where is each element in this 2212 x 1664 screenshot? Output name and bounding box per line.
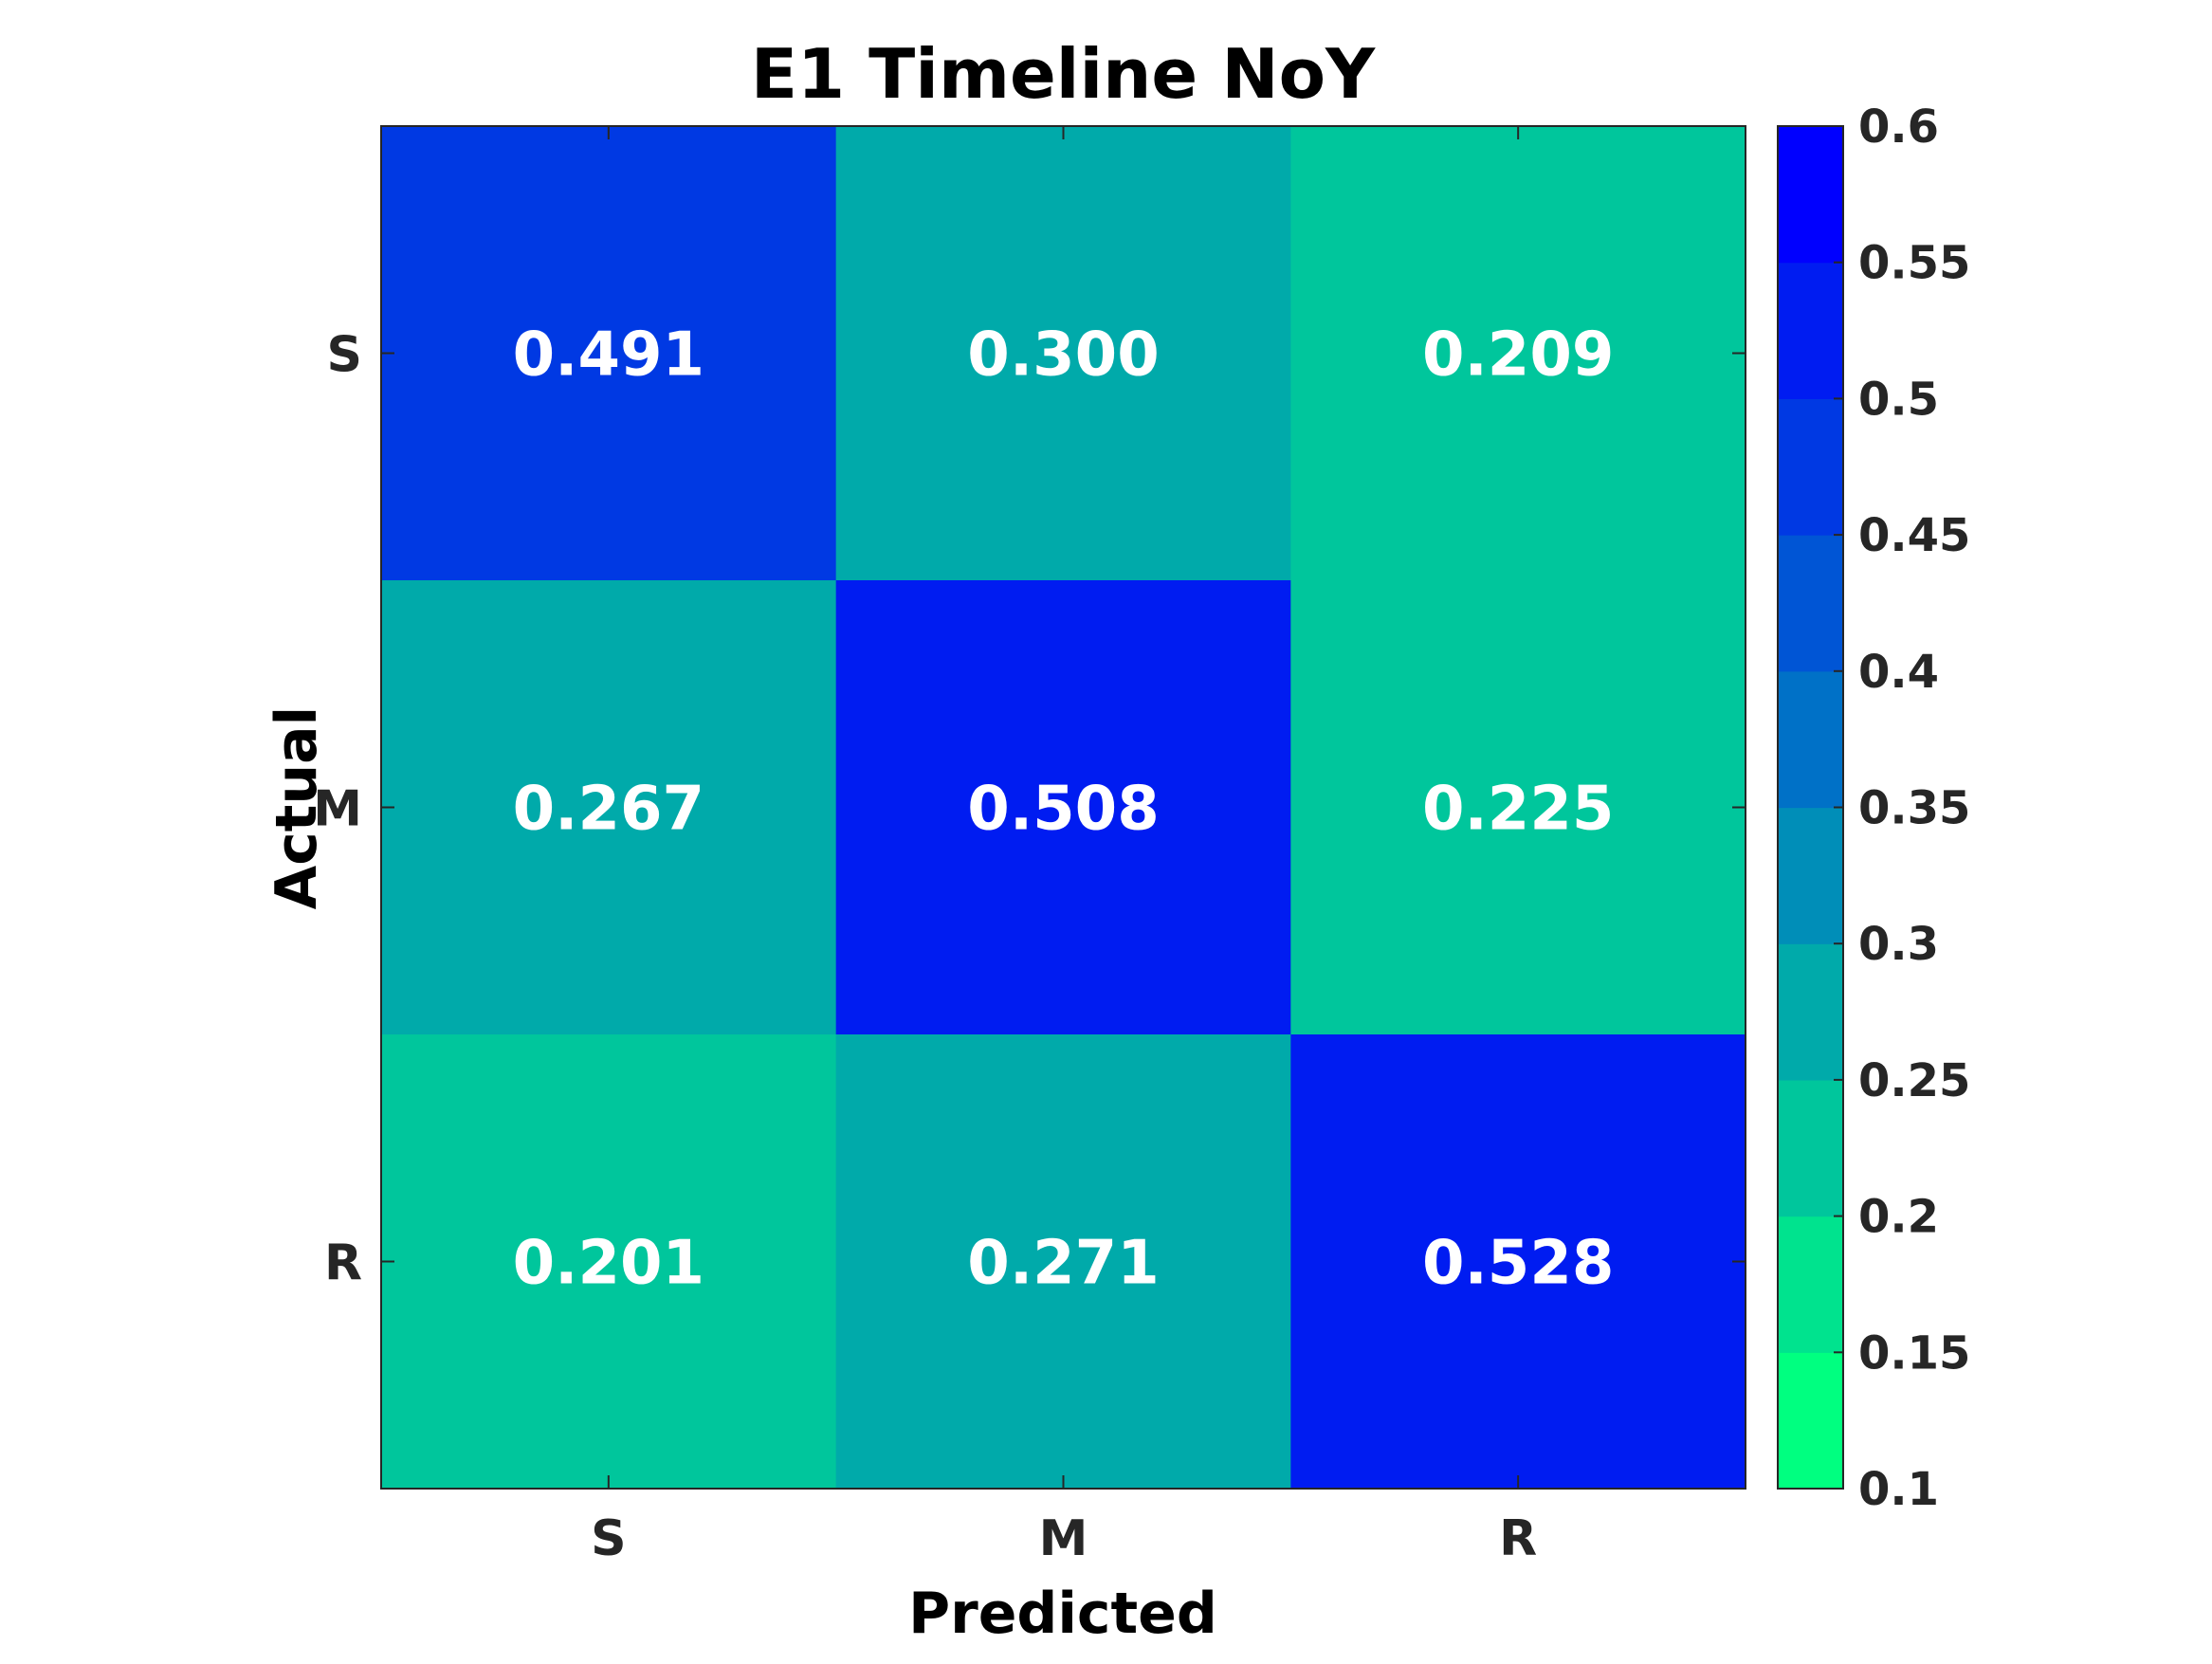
- colorbar-tick-label: 0.3: [1858, 918, 1939, 971]
- colorbar-tick-label: 0.1: [1858, 1463, 1939, 1516]
- cell-value-label: 0.209: [1422, 320, 1614, 391]
- colorbar-segment: [1778, 807, 1843, 944]
- y-tick-label: M: [313, 781, 362, 838]
- colorbar-segment: [1778, 1352, 1843, 1490]
- cell-value-label: 0.491: [513, 320, 704, 391]
- cell-S-R: [1290, 126, 1746, 581]
- colorbar-segment: [1778, 943, 1843, 1081]
- colorbar-tick-label: 0.25: [1858, 1054, 1970, 1107]
- cell-value-label: 0.508: [967, 775, 1159, 845]
- colorbar-tick-label: 0.35: [1858, 782, 1970, 835]
- x-tick-label: M: [1039, 1510, 1088, 1567]
- y-axis-label: Actual: [264, 706, 330, 909]
- colorbar-segment: [1778, 262, 1843, 399]
- colorbar-tick-label: 0.2: [1858, 1191, 1939, 1244]
- y-tick-label: S: [327, 327, 362, 384]
- cell-value-label: 0.271: [967, 1229, 1159, 1299]
- colorbar-tick-label: 0.6: [1858, 101, 1939, 154]
- cell-R-M: [835, 1034, 1291, 1490]
- cell-M-M: [835, 580, 1291, 1035]
- cell-S-M: [835, 126, 1291, 581]
- cell-value-labels: 0.491 0.300 0.209 0.267 0.508 0.225 0.201 0.271…: [513, 320, 1615, 1299]
- colorbar-segment: [1778, 126, 1843, 264]
- cell-M-S: [381, 580, 837, 1035]
- colorbar-tick-label: 0.55: [1858, 237, 1970, 290]
- colorbar-segment: [1778, 535, 1843, 672]
- cell-M-R: [1290, 580, 1746, 1035]
- colorbar-frame: [1777, 125, 1844, 1490]
- cell-value-label: 0.201: [513, 1229, 704, 1299]
- colorbar-segment: [1778, 1079, 1843, 1217]
- cell-S-S: [381, 126, 837, 581]
- colorbar-segment: [1778, 398, 1843, 536]
- cell-R-R: [1290, 1034, 1746, 1490]
- colorbar-tick-label: 0.5: [1858, 373, 1939, 426]
- x-axis-label: Predicted: [908, 1581, 1217, 1647]
- cell-value-label: 0.528: [1422, 1229, 1614, 1299]
- x-tick-label: S: [591, 1510, 626, 1567]
- chart-title: E1 Timeline NoY: [751, 34, 1376, 114]
- colorbar-tick-label: 0.45: [1858, 509, 1970, 562]
- x-tick-label: R: [1499, 1510, 1537, 1567]
- y-tick-label: R: [324, 1235, 362, 1292]
- colorbar: 0.1 0.15 0.2 0.25 0.3 0.35 0.4 0.45 0.5 0.55 0.6: [1778, 101, 1970, 1516]
- heatmap-cells: [381, 126, 1746, 1490]
- colorbar-tick-label: 0.15: [1858, 1326, 1970, 1380]
- cell-value-label: 0.225: [1422, 775, 1614, 845]
- colorbar-segment: [1778, 1216, 1843, 1353]
- cell-value-label: 0.267: [513, 775, 704, 845]
- cell-value-label: 0.300: [967, 320, 1159, 391]
- axis-ticks: S M R S M R: [313, 126, 1746, 1567]
- cell-R-S: [381, 1034, 837, 1490]
- colorbar-tick-label: 0.4: [1858, 646, 1939, 699]
- colorbar-segment: [1778, 670, 1843, 809]
